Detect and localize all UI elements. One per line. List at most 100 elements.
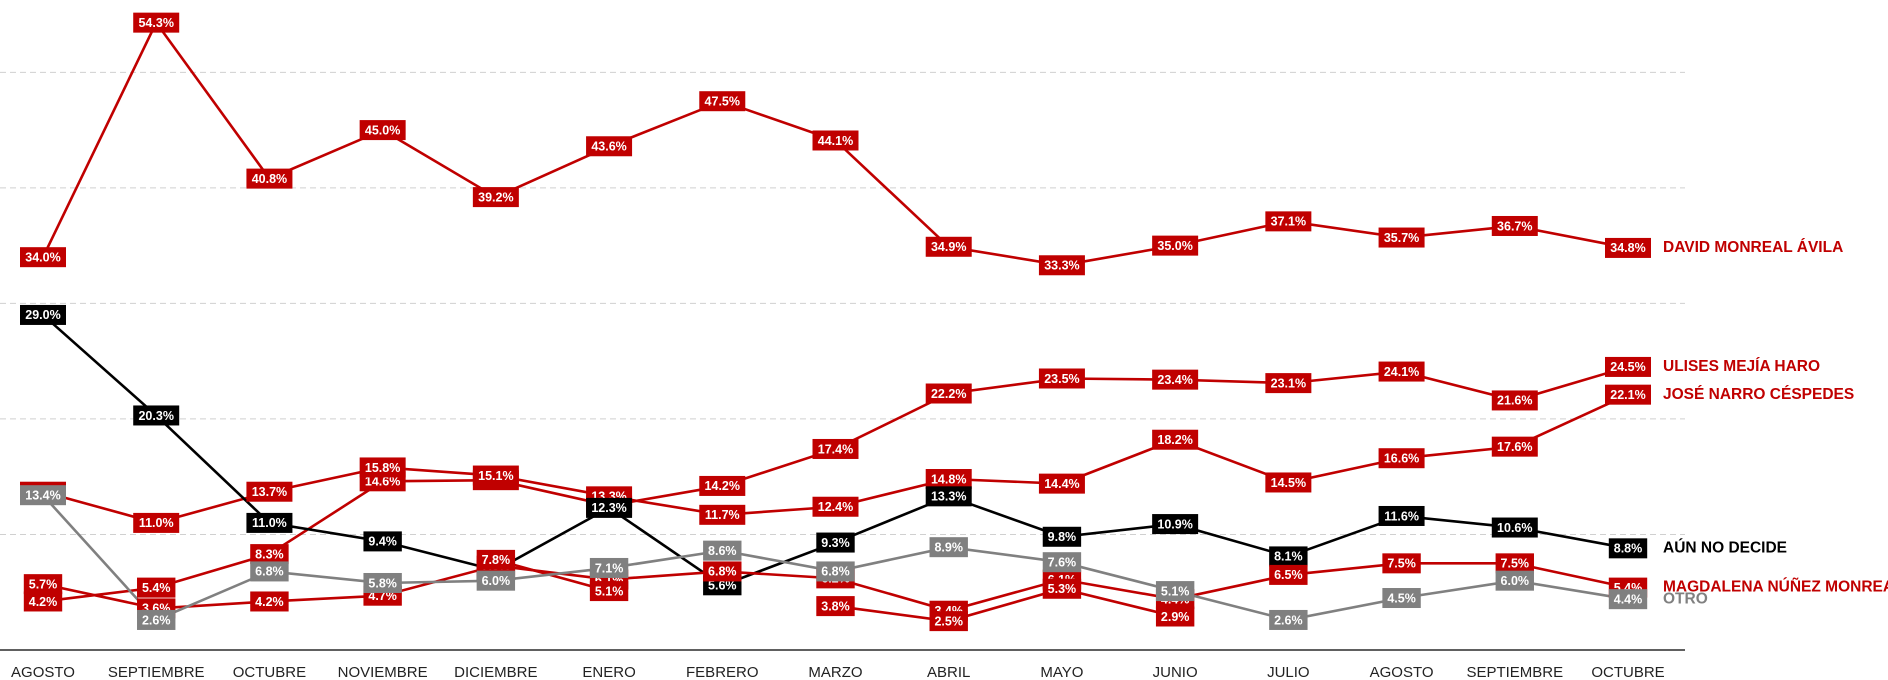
data-label-text: 9.4% — [368, 535, 397, 549]
data-label-text: 13.3% — [931, 490, 966, 504]
data-label: 44.1% — [812, 130, 859, 151]
data-point — [1152, 429, 1199, 450]
data-point — [472, 187, 519, 208]
data-point — [925, 236, 972, 257]
data-label: 12.3% — [586, 497, 633, 518]
data-label-text: 11.0% — [252, 516, 287, 530]
data-label-text: 29.0% — [25, 308, 60, 322]
data-label: 23.5% — [1038, 368, 1085, 389]
data-label-text: 14.5% — [1271, 476, 1306, 490]
data-label: 8.8% — [1608, 538, 1648, 559]
data-label: 24.5% — [1605, 356, 1651, 377]
data-point — [703, 540, 742, 561]
data-label-text: 6.8% — [708, 565, 737, 579]
data-point — [1608, 538, 1648, 559]
data-point — [1378, 448, 1425, 469]
data-point — [1378, 505, 1425, 526]
data-point — [1491, 436, 1538, 457]
data-label: 40.8% — [246, 168, 293, 189]
data-label: 6.0% — [476, 570, 516, 591]
data-label: 33.3% — [1038, 255, 1085, 276]
data-label: 2.6% — [1269, 609, 1308, 630]
x-tick-label: JUNIO — [1153, 664, 1198, 680]
data-label-text: 45.0% — [365, 123, 400, 137]
data-label: 11.0% — [246, 512, 293, 533]
data-point — [1152, 369, 1199, 390]
data-label-text: 33.3% — [1044, 259, 1079, 273]
data-point — [1605, 237, 1651, 258]
data-label: 2.9% — [1155, 606, 1195, 627]
data-point — [363, 531, 402, 552]
data-label-text: 10.6% — [1497, 521, 1532, 535]
data-label: 8.3% — [250, 544, 289, 565]
data-label: 5.3% — [1042, 578, 1082, 599]
data-point — [703, 561, 742, 582]
data-point — [359, 120, 406, 141]
data-label: 7.5% — [1495, 553, 1534, 574]
data-label: 24.1% — [1378, 361, 1425, 382]
data-label-text: 2.5% — [934, 614, 963, 628]
data-point — [476, 570, 516, 591]
data-label: 4.5% — [1382, 588, 1421, 609]
data-label-text: 18.2% — [1157, 433, 1192, 447]
x-tick-label: OCTUBRE — [233, 664, 306, 680]
data-label-text: 22.1% — [1610, 388, 1645, 402]
data-point — [925, 383, 972, 404]
legend-label: ULISES MEJÍA HARO — [1663, 358, 1820, 375]
data-label: 17.4% — [812, 438, 859, 459]
data-label-text: 5.3% — [1048, 582, 1077, 596]
data-label-text: 6.5% — [1274, 568, 1303, 582]
data-label-text: 24.1% — [1384, 365, 1419, 379]
x-tick-label: NOVIEMBRE — [338, 664, 428, 680]
data-label-text: 4.5% — [1387, 591, 1416, 605]
data-point — [586, 497, 633, 518]
data-point — [929, 611, 968, 632]
data-label-text: 36.7% — [1497, 219, 1532, 233]
data-label-text: 8.8% — [1614, 542, 1643, 556]
data-label: 5.1% — [1155, 581, 1195, 602]
data-label-text: 5.4% — [142, 581, 171, 595]
data-point — [1265, 373, 1312, 394]
data-point — [23, 591, 63, 612]
data-label-text: 13.4% — [25, 488, 60, 502]
data-label-text: 23.4% — [1157, 373, 1192, 387]
data-point — [812, 438, 859, 459]
data-label: 34.9% — [925, 236, 972, 257]
data-point — [472, 465, 519, 486]
data-point — [1042, 578, 1082, 599]
data-label-text: 15.8% — [365, 461, 400, 475]
data-label-text: 16.6% — [1384, 452, 1419, 466]
data-point — [1495, 570, 1534, 591]
data-label: 22.2% — [925, 383, 972, 404]
data-point — [1038, 473, 1085, 494]
data-label: 5.7% — [23, 574, 63, 595]
data-label: 11.6% — [1378, 505, 1425, 526]
data-point — [699, 91, 746, 112]
data-label-text: 7.8% — [482, 553, 511, 567]
data-label: 8.1% — [1269, 546, 1308, 567]
data-label: 5.1% — [589, 581, 629, 602]
data-label-text: 23.5% — [1044, 372, 1079, 386]
series-line — [835, 587, 1176, 623]
data-label-text: 34.9% — [931, 240, 966, 254]
data-label-text: 12.3% — [591, 501, 626, 515]
data-label: 35.7% — [1378, 227, 1425, 248]
data-point — [137, 577, 176, 598]
data-label: 23.1% — [1265, 373, 1312, 394]
x-tick-label: SEPTIEMBRE — [108, 664, 205, 680]
legend-label: MAGDALENA NÚÑEZ MONREAL — [1663, 578, 1888, 596]
data-label: 14.8% — [925, 469, 972, 490]
data-label: 15.8% — [359, 457, 406, 478]
x-tick-label: SEPTIEMBRE — [1466, 664, 1563, 680]
data-point — [1155, 606, 1195, 627]
data-label: 7.6% — [1042, 552, 1082, 573]
data-label-text: 8.9% — [934, 540, 963, 554]
data-label: 34.0% — [20, 247, 66, 268]
data-point — [20, 247, 66, 268]
data-label-text: 37.1% — [1271, 215, 1306, 229]
data-label: 17.6% — [1491, 436, 1538, 457]
data-point — [1378, 361, 1425, 382]
data-point — [1038, 368, 1085, 389]
data-label-text: 20.3% — [138, 409, 173, 423]
data-label: 23.4% — [1152, 369, 1199, 390]
